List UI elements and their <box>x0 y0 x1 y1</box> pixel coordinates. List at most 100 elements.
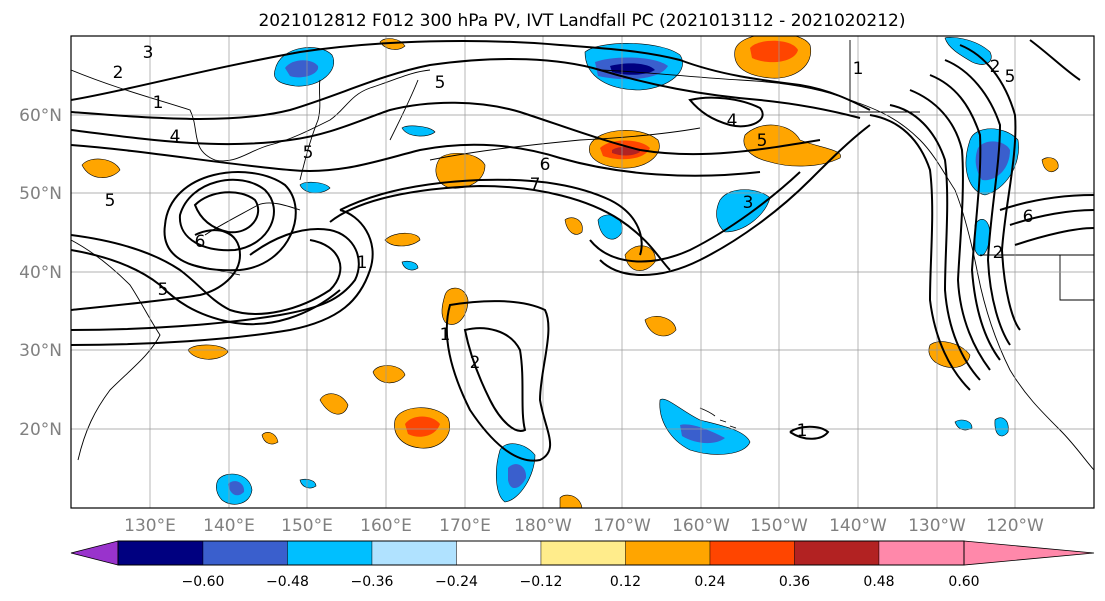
colorbar-bin <box>794 540 880 566</box>
contour-label: 3 <box>743 193 754 213</box>
border-canada <box>849 40 1094 301</box>
colorbar-tick: −0.36 <box>351 574 394 590</box>
colorbar-tick: 0.36 <box>779 574 810 590</box>
anomaly-patch <box>401 260 419 271</box>
contour-label: 3 <box>143 43 154 63</box>
anomaly-patch <box>954 419 973 431</box>
lon-label: 140°W <box>829 516 887 536</box>
anomaly-patch <box>994 417 1009 437</box>
pv-contour <box>959 44 1021 331</box>
lon-label: 170°E <box>439 516 491 536</box>
anomaly-patch <box>564 217 583 235</box>
pv-contour <box>999 39 1094 211</box>
coastline-aleutians <box>429 127 701 161</box>
lat-label: 60°N <box>19 106 62 126</box>
anomaly-patch <box>384 232 421 247</box>
lon-label: 150°E <box>281 516 333 536</box>
contour-label: 7 <box>530 175 541 195</box>
colorbar-tick: −0.24 <box>435 574 478 590</box>
lon-labels: 130°E 140°E 150°E 160°E 170°E 180°W 170°… <box>124 516 1044 536</box>
colorbar-extend-right <box>963 540 1095 566</box>
colorbar-tick: −0.12 <box>520 574 563 590</box>
graticule <box>71 36 1094 508</box>
pv-contour <box>339 178 643 256</box>
contour-label: 2 <box>990 57 1001 77</box>
contour-label: 1 <box>153 93 164 113</box>
anomaly-patch <box>975 141 1010 181</box>
anomaly-patch <box>610 63 655 75</box>
contour-label: 5 <box>303 143 314 163</box>
pv-contour <box>163 171 297 272</box>
contour-label: 6 <box>1023 207 1034 227</box>
contour-label: 2 <box>470 353 481 373</box>
pv-contour <box>71 39 871 111</box>
coastline-asia-east <box>71 239 161 461</box>
colorbar-tick: 0.24 <box>694 574 725 590</box>
contour-label: 4 <box>727 111 738 131</box>
colorbar-frame <box>117 540 965 566</box>
colorbar-tick: −0.48 <box>266 574 309 590</box>
pv-contour <box>589 171 801 263</box>
colorbar-bin <box>117 540 204 566</box>
anomaly-patch <box>644 316 677 337</box>
contour-label: 4 <box>170 127 181 147</box>
pv-contour <box>889 104 981 381</box>
contour-label: 1 <box>797 421 808 441</box>
anomaly-patch <box>750 40 798 63</box>
contour-label: 6 <box>195 232 206 252</box>
map-frame <box>70 35 1095 509</box>
pv-contour <box>71 234 342 315</box>
colorbar-extend-left <box>70 540 119 566</box>
anomaly-patch <box>372 365 406 384</box>
pv-contour <box>193 191 260 234</box>
colorbar-bin <box>878 540 965 566</box>
anomaly-patch <box>659 398 751 455</box>
pv-contour <box>71 229 242 311</box>
anomaly-patch <box>319 393 349 415</box>
lon-label: 180°W <box>514 516 572 536</box>
colorbar <box>70 540 1095 566</box>
anomaly-patch <box>261 432 279 445</box>
anomaly-patch <box>405 416 440 437</box>
pv-contour <box>445 300 551 462</box>
anomaly-patch <box>716 189 771 233</box>
colorbar-bin <box>371 540 457 566</box>
colorbar-bin <box>625 540 711 566</box>
pv-contour <box>1009 209 1094 246</box>
coastline-kamchatka <box>389 79 419 141</box>
anomaly-patch <box>228 481 245 496</box>
map-content: 3 2 1 4 5 5 5 6 7 6 5 1 1 2 4 5 3 1 2 5 … <box>71 36 1094 508</box>
lat-label: 20°N <box>19 420 62 440</box>
lon-label: 170°W <box>593 516 651 536</box>
pv-contour <box>599 124 871 276</box>
colorbar-bin <box>540 540 626 566</box>
contour-label: 2 <box>113 63 124 83</box>
pv-contour <box>71 57 861 120</box>
colorbar-bin <box>456 540 542 566</box>
colorbar-tick: −0.60 <box>182 574 225 590</box>
pv-contour <box>929 74 1001 361</box>
colorbar-tick: 0.12 <box>610 574 641 590</box>
pv-contour <box>71 228 360 331</box>
colorbar-tick: 0.48 <box>863 574 894 590</box>
pv-contour <box>71 101 821 156</box>
contour-label: 5 <box>435 73 446 93</box>
pv-contour <box>71 209 374 346</box>
colorbar-bin <box>709 540 795 566</box>
anomaly-patch <box>1041 157 1059 173</box>
colorbar-tick: 0.60 <box>948 574 979 590</box>
map-title: 2021012812 F012 300 hPa PV, IVT Landfall… <box>258 11 905 31</box>
contour-label: 5 <box>105 191 116 211</box>
pv-contour <box>178 178 275 252</box>
contour-label: 5 <box>1005 67 1016 87</box>
contour-label: 5 <box>158 280 169 300</box>
contour-label: 6 <box>540 155 551 175</box>
contour-label: 1 <box>357 253 368 273</box>
lon-label: 130°E <box>124 516 176 536</box>
pv-contour <box>944 59 1011 346</box>
lat-labels: 60°N 50°N 40°N 30°N 20°N <box>19 106 62 440</box>
contour-label: 1 <box>853 59 864 79</box>
pv-contours <box>71 39 1094 462</box>
lat-label: 30°N <box>19 341 62 361</box>
anomaly-patch <box>81 158 121 178</box>
